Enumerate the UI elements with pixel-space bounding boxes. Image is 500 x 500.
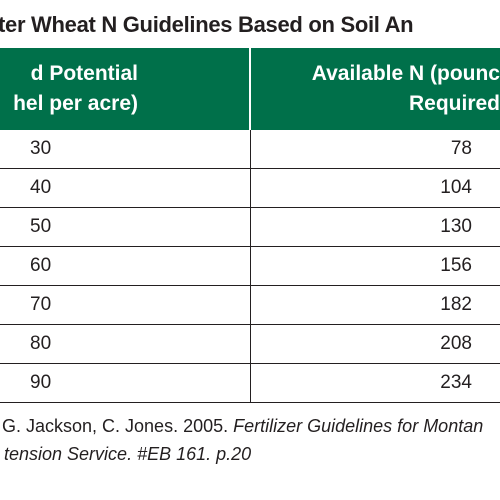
source-citation: , G. Jackson, C. Jones. 2005. Fertilizer… — [0, 412, 500, 468]
table-row: 50 130 — [0, 207, 500, 247]
table-title: ter Wheat N Guidelines Based on Soil An — [0, 12, 414, 37]
header-available-n: Available N (pounc Required — [250, 48, 500, 130]
yield-cell: 90 — [0, 363, 251, 403]
table-header-row: d Potential hel per acre) Available N (p… — [0, 48, 500, 130]
header-yield-potential: d Potential hel per acre) — [0, 48, 251, 130]
yield-cell: 50 — [0, 207, 251, 247]
header-yield-line-2: hel per acre) — [13, 92, 138, 115]
citation-line-1: , G. Jackson, C. Jones. 2005. Fertilizer… — [0, 412, 500, 440]
table-row: 80 208 — [0, 324, 500, 364]
yield-cell: 60 — [0, 246, 251, 286]
table-row: 30 78 — [0, 130, 500, 169]
citation-authors: , G. Jackson, C. Jones. 2005. — [0, 416, 234, 436]
nitrogen-cell: 182 — [250, 285, 500, 325]
citation-line-2: tension Service. #EB 161. p.20 — [4, 444, 252, 464]
header-available-line-2: Required — [408, 92, 500, 115]
nitrogen-cell: 156 — [250, 246, 500, 286]
citation-publication-title: Fertilizer Guidelines for Montan — [233, 416, 484, 436]
nitrogen-cell: 104 — [250, 168, 500, 208]
yield-cell: 40 — [0, 168, 251, 208]
table-row: 60 156 — [0, 246, 500, 286]
table-row: 70 182 — [0, 285, 500, 325]
header-available-line-1: Available N (pounc — [311, 62, 500, 85]
yield-cell: 80 — [0, 324, 251, 364]
table-row: 90 234 — [0, 363, 500, 403]
nitrogen-guidelines-table: d Potential hel per acre) Available N (p… — [0, 48, 500, 403]
nitrogen-cell: 78 — [250, 130, 500, 169]
yield-cell: 70 — [0, 285, 251, 325]
nitrogen-cell: 130 — [250, 207, 500, 247]
header-yield-line-1: d Potential — [30, 62, 138, 85]
yield-cell: 30 — [0, 130, 251, 169]
nitrogen-cell: 234 — [250, 363, 500, 403]
table-row: 40 104 — [0, 168, 500, 208]
nitrogen-cell: 208 — [250, 324, 500, 364]
